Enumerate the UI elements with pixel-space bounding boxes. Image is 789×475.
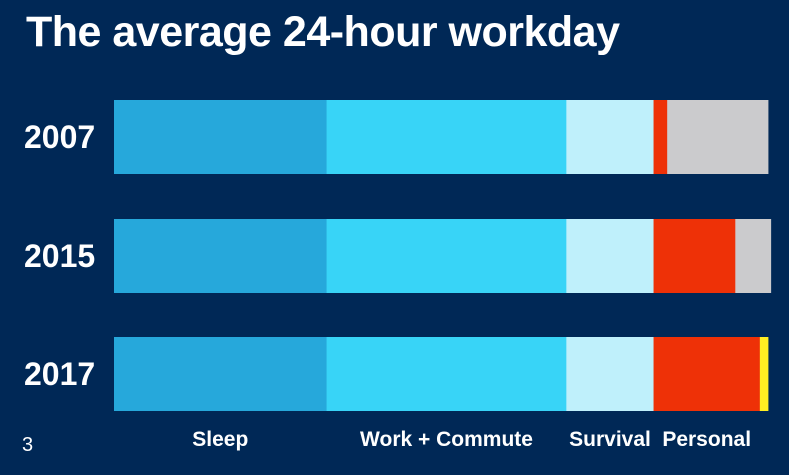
bar-segment-2017-sleep [114, 337, 327, 411]
year-labels-group: 2007 2015 2017 [24, 119, 95, 392]
bar-segment-2015-segment-4 [735, 219, 772, 293]
bar-segment-2017-personal [653, 337, 761, 411]
bar-segment-2007-segment-4 [667, 100, 769, 174]
bars-group [114, 100, 772, 411]
bar-segment-2015-work-commute [326, 219, 567, 293]
category-label-2007: 2007 [24, 119, 95, 155]
bar-segment-2015-survival [566, 219, 654, 293]
bar-segment-2015-sleep [114, 219, 327, 293]
bar-segment-2007-sleep [114, 100, 327, 174]
segment-label-survival: Survival [569, 428, 651, 451]
page-number: 3 [22, 434, 34, 456]
bar-segment-2007-personal [653, 100, 668, 174]
bar-segment-2007-work-commute [326, 100, 567, 174]
category-label-2017: 2017 [24, 356, 95, 392]
bar-segment-2015-personal [653, 219, 736, 293]
bar-segment-2017-survival [566, 337, 654, 411]
bar-segment-2017-work-commute [326, 337, 567, 411]
legend-group: Sleep Work + Commute Survival Personal [192, 428, 751, 451]
page-title: The average 24-hour workday [26, 8, 620, 56]
segment-label-work-commute: Work + Commute [360, 428, 533, 451]
segment-label-sleep: Sleep [192, 428, 248, 451]
bar-segment-2017-segment-5 [759, 337, 769, 411]
category-label-2015: 2015 [24, 238, 95, 274]
bar-segment-2007-survival [566, 100, 654, 174]
segment-label-personal: Personal [662, 428, 751, 451]
